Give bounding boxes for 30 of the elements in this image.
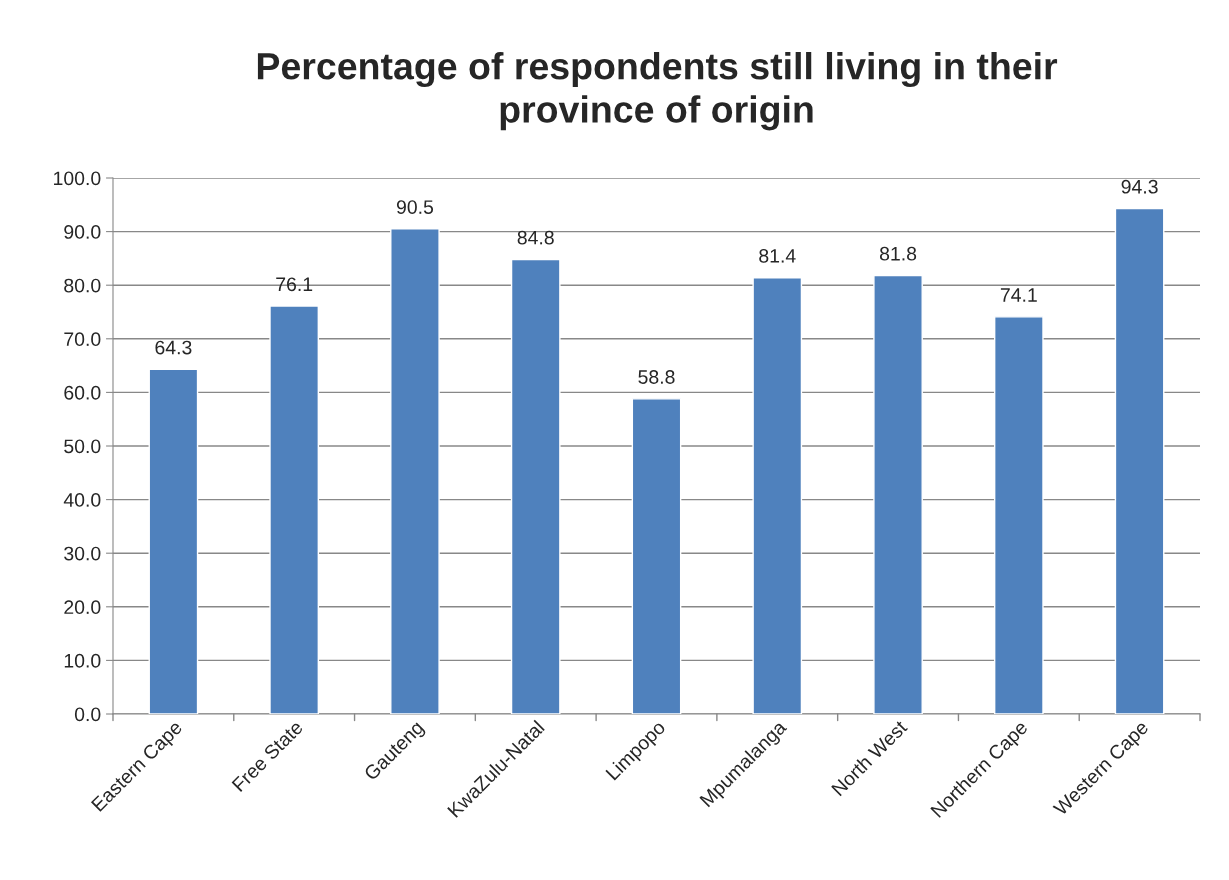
y-tick-label: 10.0 (64, 653, 101, 668)
y-tick-label: 30.0 (64, 546, 101, 561)
y-tick-label: 40.0 (63, 493, 101, 507)
data-label: 94.3 (1121, 179, 1158, 194)
y-tick-label: 70.0 (64, 332, 101, 347)
bar (752, 277, 803, 714)
data-label: 90.5 (396, 200, 434, 214)
data-label: 74.1 (1000, 288, 1037, 302)
y-tick-label: 100.0 (54, 171, 101, 186)
bar (631, 398, 682, 714)
bar (510, 258, 561, 714)
data-label: 58.8 (638, 370, 675, 384)
bar (993, 316, 1044, 714)
chart-title: Percentage of respondents still living in their province of origin (257, 51, 1058, 131)
bar (390, 228, 440, 714)
data-label: 81.4 (759, 248, 796, 263)
bar (148, 368, 199, 714)
data-label: 81.8 (879, 246, 917, 261)
bar (269, 305, 320, 714)
y-tick-label: 90.0 (64, 225, 101, 239)
y-tick-label: 0.0 (74, 707, 101, 722)
bar (1114, 207, 1165, 714)
data-label: 84.8 (517, 230, 554, 245)
bar (873, 274, 923, 714)
data-label: 64.3 (155, 340, 192, 355)
y-tick-label: 50.0 (64, 439, 101, 454)
data-label: 76.1 (276, 277, 313, 292)
y-tick-label: 80.0 (64, 278, 101, 293)
y-tick-label: 20.0 (64, 600, 101, 615)
y-tick-label: 60.0 (64, 385, 101, 400)
